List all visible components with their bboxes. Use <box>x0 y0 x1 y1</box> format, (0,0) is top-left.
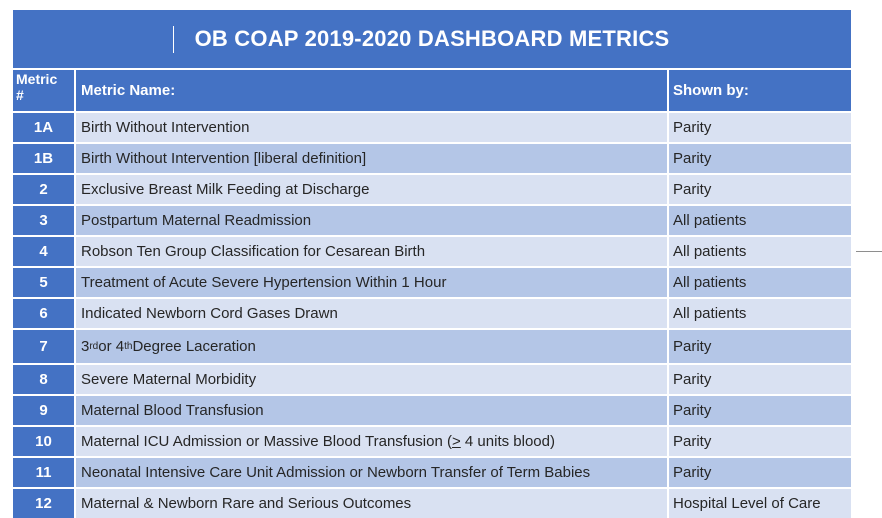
metric-number-cell[interactable]: 6 <box>13 299 74 328</box>
name-part-pre: Maternal ICU Admission or Massive Blood … <box>81 433 452 450</box>
shown-by-cell[interactable]: Parity <box>667 144 851 173</box>
stray-line-divider <box>856 251 882 252</box>
metric-number-cell[interactable]: 3 <box>13 206 74 235</box>
shown-by-cell[interactable]: All patients <box>667 268 851 297</box>
metric-number-cell[interactable]: 11 <box>13 458 74 487</box>
table-row: 1A Birth Without Intervention Parity <box>13 111 851 142</box>
table-row: 4 Robson Ten Group Classification for Ce… <box>13 235 851 266</box>
metric-number-cell[interactable]: 4 <box>13 237 74 266</box>
metric-name-cell[interactable]: Robson Ten Group Classification for Cesa… <box>74 237 667 266</box>
shown-by-cell[interactable]: Parity <box>667 427 851 456</box>
metric-name-cell[interactable]: Maternal ICU Admission or Massive Blood … <box>74 427 667 456</box>
title-banner: OB COAP 2019-2020 DASHBOARD METRICS <box>13 10 851 68</box>
metric-number-cell[interactable]: 9 <box>13 396 74 425</box>
table-title[interactable]: OB COAP 2019-2020 DASHBOARD METRICS <box>194 26 670 51</box>
text-cursor <box>173 26 174 53</box>
table-row: 11 Neonatal Intensive Care Unit Admissio… <box>13 456 851 487</box>
metric-number-cell[interactable]: 2 <box>13 175 74 204</box>
metric-name-cell[interactable]: Severe Maternal Morbidity <box>74 365 667 394</box>
name-part-or-4: or 4 <box>98 338 125 355</box>
shown-by-cell[interactable]: Parity <box>667 396 851 425</box>
table-row: 10 Maternal ICU Admission or Massive Blo… <box>13 425 851 456</box>
metric-name-cell[interactable]: Indicated Newborn Cord Gases Drawn <box>74 299 667 328</box>
shown-by-cell[interactable]: All patients <box>667 237 851 266</box>
metric-number-cell[interactable]: 5 <box>13 268 74 297</box>
header-row: Metric # Metric Name: Shown by: <box>13 68 851 111</box>
metric-name-cell[interactable]: Neonatal Intensive Care Unit Admission o… <box>74 458 667 487</box>
shown-by-cell[interactable]: Parity <box>667 458 851 487</box>
metric-name-cell[interactable]: Exclusive Breast Milk Feeding at Dischar… <box>74 175 667 204</box>
metric-name-cell[interactable]: Postpartum Maternal Readmission <box>74 206 667 235</box>
metric-number-cell[interactable]: 10 <box>13 427 74 456</box>
table-row: 2 Exclusive Breast Milk Feeding at Disch… <box>13 173 851 204</box>
metric-number-cell[interactable]: 7 <box>13 330 74 363</box>
header-metric-name[interactable]: Metric Name: <box>74 70 667 111</box>
greater-equal-symbol: > <box>451 433 461 450</box>
name-part-ordinal-3: 3 <box>81 338 90 355</box>
shown-by-cell[interactable]: All patients <box>667 299 851 328</box>
metric-number-cell[interactable]: 8 <box>13 365 74 394</box>
table-row: 6 Indicated Newborn Cord Gases Drawn All… <box>13 297 851 328</box>
table-row: 8 Severe Maternal Morbidity Parity <box>13 363 851 394</box>
table-row: 5 Treatment of Acute Severe Hypertension… <box>13 266 851 297</box>
metric-name-cell[interactable]: Maternal Blood Transfusion <box>74 396 667 425</box>
metric-name-cell[interactable]: Treatment of Acute Severe Hypertension W… <box>74 268 667 297</box>
header-shown-by[interactable]: Shown by: <box>667 70 851 111</box>
shown-by-cell[interactable]: Parity <box>667 330 851 363</box>
metric-number-cell[interactable]: 1A <box>13 113 74 142</box>
shown-by-cell[interactable]: All patients <box>667 206 851 235</box>
metric-name-cell[interactable]: Birth Without Intervention <box>74 113 667 142</box>
shown-by-cell[interactable]: Parity <box>667 113 851 142</box>
dashboard-metrics-table: OB COAP 2019-2020 DASHBOARD METRICS Metr… <box>13 10 851 518</box>
table-row: 12 Maternal & Newborn Rare and Serious O… <box>13 487 851 518</box>
metric-number-cell[interactable]: 1B <box>13 144 74 173</box>
table-row: 1B Birth Without Intervention [liberal d… <box>13 142 851 173</box>
shown-by-cell[interactable]: Parity <box>667 175 851 204</box>
name-part-post: 4 units blood) <box>460 433 555 450</box>
header-metric-number[interactable]: Metric # <box>16 71 58 103</box>
name-part-rest: Degree Laceration <box>132 338 256 355</box>
shown-by-cell[interactable]: Parity <box>667 365 851 394</box>
table-row: 3 Postpartum Maternal Readmission All pa… <box>13 204 851 235</box>
table-row: 9 Maternal Blood Transfusion Parity <box>13 394 851 425</box>
metric-name-cell[interactable]: Birth Without Intervention [liberal defi… <box>74 144 667 173</box>
